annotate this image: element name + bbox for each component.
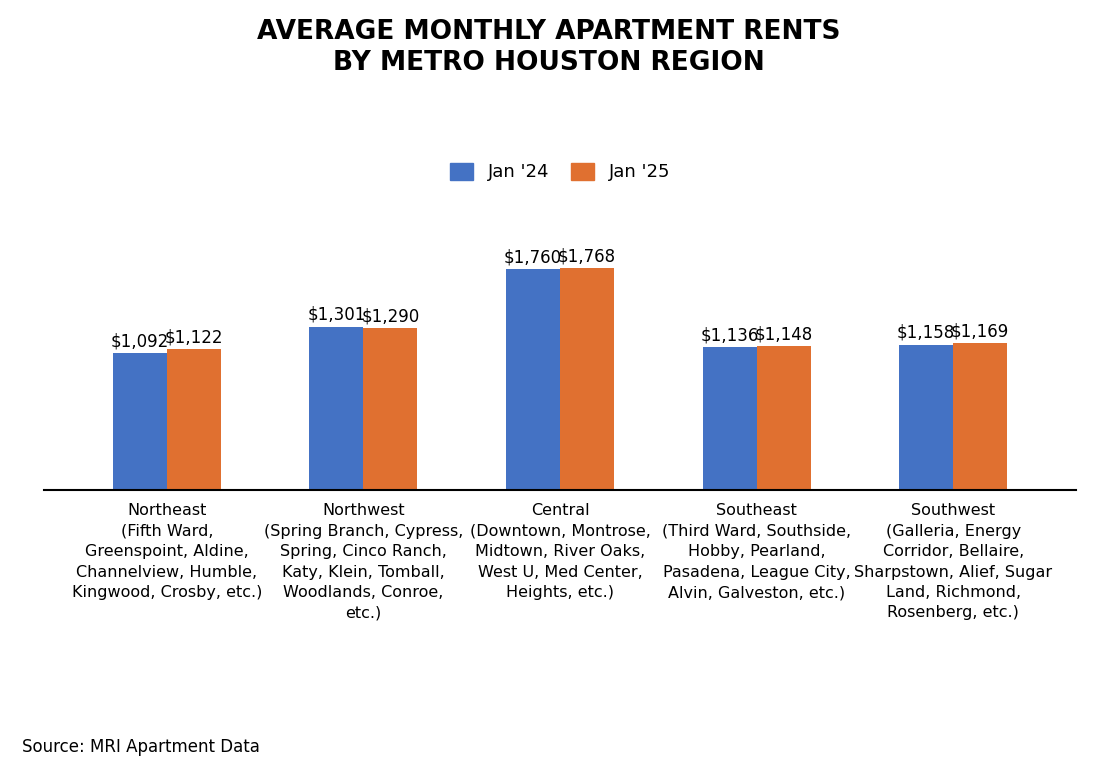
Text: AVERAGE MONTHLY APARTMENT RENTS: AVERAGE MONTHLY APARTMENT RENTS: [257, 19, 841, 45]
Text: $1,136: $1,136: [701, 327, 759, 345]
Bar: [506, 269, 560, 490]
Bar: [953, 343, 1007, 490]
Legend: Jan '24, Jan '25: Jan '24, Jan '25: [450, 163, 670, 181]
Bar: [167, 349, 221, 490]
Bar: [363, 328, 417, 490]
Text: $1,760: $1,760: [504, 249, 562, 266]
Text: $1,768: $1,768: [558, 248, 616, 265]
Text: $1,148: $1,148: [754, 325, 813, 343]
Text: $1,092: $1,092: [111, 332, 169, 350]
Text: Source: MRI Apartment Data: Source: MRI Apartment Data: [22, 737, 260, 756]
Text: $1,169: $1,169: [951, 323, 1009, 340]
Bar: [757, 346, 810, 490]
Text: $1,290: $1,290: [361, 308, 419, 325]
Bar: [899, 345, 953, 490]
Bar: [703, 347, 757, 490]
Text: BY METRO HOUSTON REGION: BY METRO HOUSTON REGION: [333, 50, 765, 76]
Text: $1,122: $1,122: [165, 328, 223, 347]
Bar: [310, 327, 363, 490]
Text: $1,301: $1,301: [307, 306, 366, 324]
Bar: [560, 269, 614, 490]
Text: $1,158: $1,158: [897, 324, 955, 342]
Bar: [113, 353, 167, 490]
